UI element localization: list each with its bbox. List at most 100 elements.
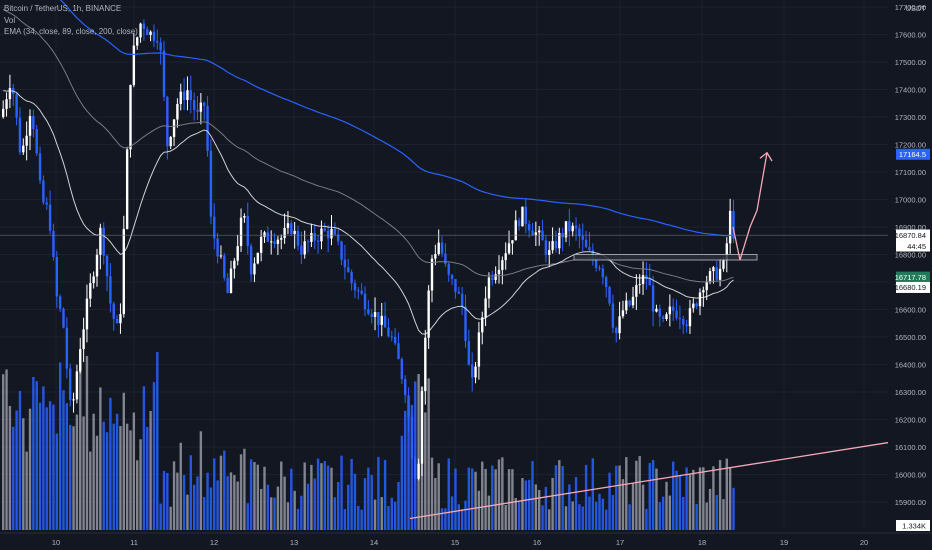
candle-body bbox=[588, 247, 591, 251]
candle-body bbox=[447, 263, 450, 275]
candle-body bbox=[380, 315, 383, 325]
volume-bar bbox=[615, 465, 618, 530]
candle-body bbox=[196, 110, 199, 112]
volume-bar bbox=[594, 501, 598, 530]
candle-body bbox=[189, 90, 192, 101]
volume-bar bbox=[306, 483, 310, 530]
volume-bar bbox=[65, 403, 69, 530]
candle-body bbox=[179, 91, 182, 104]
candle-body bbox=[444, 253, 447, 264]
volume-bar bbox=[417, 373, 420, 530]
volume-bar bbox=[340, 455, 343, 530]
volume-bar bbox=[323, 461, 326, 530]
candle-body bbox=[728, 210, 732, 244]
candle-body bbox=[688, 308, 692, 327]
candle-body bbox=[708, 271, 712, 282]
volume-bar bbox=[440, 508, 444, 530]
candle-body bbox=[434, 254, 437, 259]
candle-body bbox=[92, 276, 95, 284]
candle-body bbox=[15, 94, 18, 118]
volume-bar bbox=[45, 407, 48, 530]
volume-bar bbox=[129, 430, 132, 530]
candle-body bbox=[658, 308, 661, 317]
candle-body bbox=[139, 23, 142, 38]
candle-body bbox=[156, 40, 159, 43]
legend-ema: EMA (34, close, 89, close, 200, close) bbox=[4, 27, 138, 36]
candle-body bbox=[283, 227, 286, 239]
volume-bar bbox=[337, 481, 340, 530]
candle-body bbox=[631, 296, 635, 306]
volume-bar bbox=[685, 467, 688, 530]
candle-body bbox=[360, 290, 363, 294]
candle-body bbox=[661, 316, 665, 320]
candle-body bbox=[25, 135, 28, 146]
volume-bar bbox=[377, 457, 380, 530]
volume-bar bbox=[383, 460, 387, 530]
volume-bar bbox=[99, 387, 102, 530]
price-tick-label: 15900.00 bbox=[895, 498, 926, 507]
candle-body bbox=[192, 100, 196, 111]
volume-bar bbox=[182, 475, 186, 530]
candle-body bbox=[450, 274, 454, 279]
candle-body bbox=[119, 314, 122, 324]
candle-body bbox=[635, 285, 638, 297]
candle-body bbox=[722, 260, 725, 269]
candle-body bbox=[216, 238, 219, 257]
candle-body bbox=[38, 153, 42, 181]
volume-bar bbox=[635, 460, 638, 530]
price-tick-label: 16100.00 bbox=[895, 443, 926, 452]
volume-bar bbox=[564, 506, 568, 530]
volume-bar bbox=[591, 458, 594, 530]
volume-bar bbox=[18, 390, 22, 530]
volume-bar bbox=[605, 509, 608, 530]
candle-body bbox=[55, 257, 58, 297]
time-axis[interactable]: 10 11 12 13 14 15 16 17 18 19 20 bbox=[0, 532, 932, 547]
candle-body bbox=[72, 399, 75, 401]
candle-body bbox=[326, 230, 330, 239]
time-tick-label: 12 bbox=[210, 538, 218, 547]
volume-bar bbox=[125, 423, 129, 530]
candle-body bbox=[256, 252, 259, 264]
price-tick-label: 17400.00 bbox=[895, 86, 926, 95]
volume-bar bbox=[259, 488, 263, 530]
volume-bar bbox=[568, 484, 571, 530]
candle-body bbox=[440, 242, 444, 254]
candle-body bbox=[718, 268, 722, 280]
candle-body bbox=[521, 206, 524, 227]
volume-bar bbox=[85, 355, 89, 530]
volume-bar bbox=[578, 504, 581, 530]
candle-body bbox=[172, 119, 176, 137]
candle-body bbox=[18, 117, 22, 153]
volume-bar bbox=[186, 494, 189, 530]
candle-body bbox=[5, 99, 8, 109]
volume-bar bbox=[293, 490, 296, 530]
volume-bars bbox=[2, 352, 735, 530]
volume-bar bbox=[467, 467, 471, 530]
volume-bar bbox=[507, 469, 511, 530]
candle-body bbox=[142, 23, 146, 29]
candle-body bbox=[628, 300, 631, 306]
volume-bar bbox=[122, 392, 125, 530]
candle-body bbox=[454, 278, 457, 292]
candle-body bbox=[99, 227, 102, 255]
candle-body bbox=[460, 293, 464, 307]
candle-body bbox=[410, 417, 414, 459]
candle-body bbox=[75, 371, 79, 400]
volume-bar bbox=[152, 382, 156, 530]
candle-body bbox=[166, 96, 169, 147]
grid bbox=[0, 0, 888, 530]
candle-body bbox=[293, 230, 296, 235]
candle-body bbox=[698, 292, 702, 307]
price-tick-label: 16000.00 bbox=[895, 471, 926, 480]
candle-body bbox=[146, 28, 149, 36]
drawings bbox=[0, 151, 896, 520]
ema34-label: 16680.19 bbox=[895, 283, 926, 292]
candle-body bbox=[353, 283, 357, 291]
price-axis[interactable]: USDT 15900.00 16000.00 16100.00 16200.00 1630… bbox=[888, 0, 932, 550]
volume-bar bbox=[343, 509, 347, 530]
candle-body bbox=[655, 308, 658, 312]
volume-bar bbox=[400, 435, 404, 530]
candle-body bbox=[58, 296, 62, 309]
volume-bar bbox=[196, 476, 199, 530]
